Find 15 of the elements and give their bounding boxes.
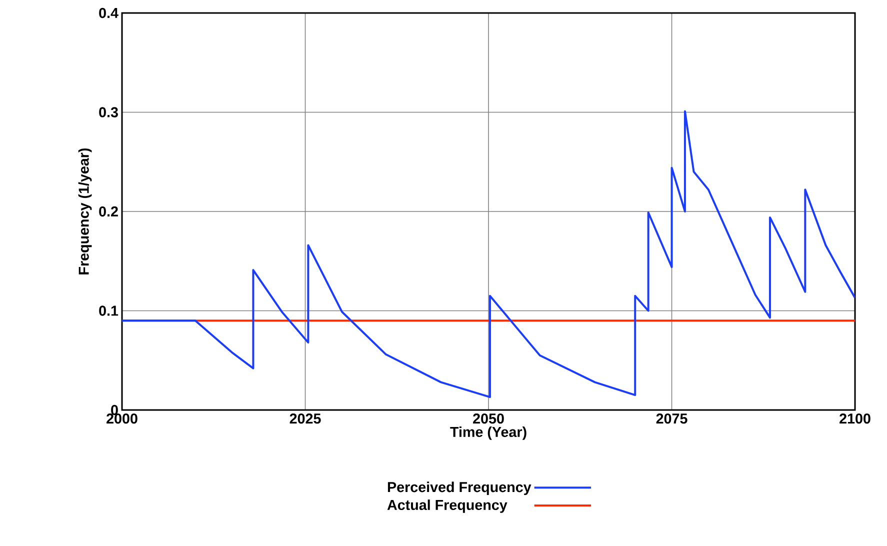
y-axis-title: Frequency (1/year)	[78, 148, 92, 274]
x-tick-label: 2075	[656, 414, 688, 424]
x-axis-title: Time (Year)	[450, 426, 526, 440]
x-tick-label: 2050	[473, 414, 504, 424]
y-tick-label: 0.2	[99, 206, 118, 217]
legend-label: Actual Frequency	[387, 500, 508, 513]
y-tick-label: 0	[111, 404, 118, 416]
x-tick-label: 2100	[840, 414, 870, 424]
x-tick-label: 2000	[106, 414, 138, 424]
y-tick-label: 0.1	[99, 306, 118, 316]
y-tick-label: 0.3	[99, 107, 118, 118]
x-tick-label: 2025	[290, 414, 321, 424]
line-series	[122, 110, 856, 398]
y-tick-label: 0.4	[99, 8, 118, 18]
legend-label: Perceived Frequency	[388, 482, 532, 496]
